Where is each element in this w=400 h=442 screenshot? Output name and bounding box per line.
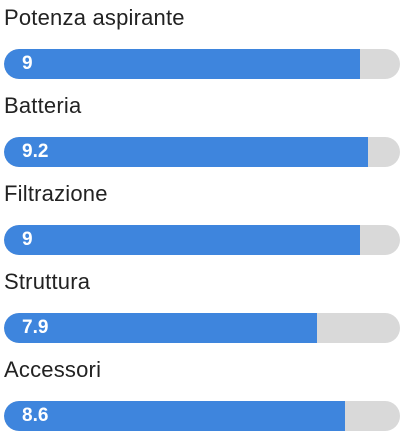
- rating-label: Filtrazione: [4, 181, 108, 206]
- rating-label: Accessori: [4, 357, 102, 382]
- rating-bar-fill: [4, 137, 369, 167]
- rating-bar-fill: [4, 49, 361, 79]
- rating-value: 7.9: [22, 317, 49, 338]
- rating-bar-fill: [4, 313, 317, 343]
- rating-bar-fill: [4, 225, 361, 255]
- rating-bar-track: 9: [4, 225, 400, 255]
- rating-value: 8.6: [22, 405, 49, 426]
- rating-bar-track: 8.6: [4, 401, 400, 431]
- rating-label: Potenza aspirante: [4, 5, 185, 30]
- rating-filtrazione: Filtrazione 9: [2, 176, 400, 264]
- rating-bar-track: 9.2: [4, 137, 400, 167]
- rating-bar-fill: [4, 401, 345, 431]
- rating-value: 9.2: [22, 141, 49, 162]
- rating-label: Batteria: [4, 93, 82, 118]
- rating-batteria: Batteria 9.2: [2, 88, 400, 176]
- rating-label: Struttura: [4, 269, 91, 294]
- rating-bar-track: 9: [4, 49, 400, 79]
- rating-potenza-aspirante: Potenza aspirante 9: [2, 0, 400, 88]
- rating-value: 9: [22, 229, 33, 250]
- rating-accessori: Accessori 8.6: [2, 352, 400, 440]
- rating-struttura: Struttura 7.9: [2, 264, 400, 352]
- rating-bar-track: 7.9: [4, 313, 400, 343]
- rating-value: 9: [22, 53, 33, 74]
